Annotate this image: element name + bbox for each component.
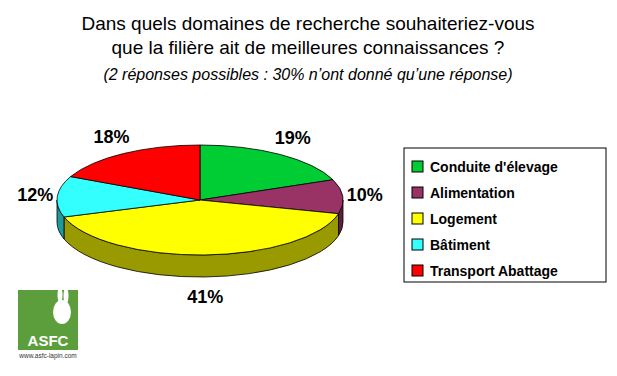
legend-label: Logement xyxy=(430,211,497,227)
legend-swatch xyxy=(412,161,423,172)
logo-text: ASFC xyxy=(28,332,69,349)
legend-box xyxy=(404,148,606,282)
title-line: Dans quels domaines de recherche souhait… xyxy=(81,13,534,34)
title-line: que la filière ait de meilleures connais… xyxy=(112,37,505,58)
logo-rabbit xyxy=(53,300,71,324)
legend-label: Transport Abattage xyxy=(430,263,558,279)
logo: ASFC www.asfc-lapin.com xyxy=(18,287,78,360)
data-label: 12% xyxy=(17,185,53,205)
logo-rabbit-ear xyxy=(58,287,63,303)
logo-url: www.asfc-lapin.com xyxy=(18,352,76,360)
data-label: 41% xyxy=(187,287,223,307)
data-label: 18% xyxy=(94,127,130,147)
chart: Dans quels domaines de recherche souhait… xyxy=(0,0,617,376)
legend: Conduite d'élevage Alimentation Logement Bâ… xyxy=(404,148,606,282)
pie xyxy=(57,145,343,277)
data-label: 10% xyxy=(347,185,383,205)
data-label: 19% xyxy=(275,128,311,148)
legend-label: Conduite d'élevage xyxy=(430,159,558,175)
legend-swatch xyxy=(412,187,423,198)
legend-swatch xyxy=(412,213,423,224)
logo-rabbit-ear xyxy=(64,288,69,304)
legend-swatch xyxy=(412,265,423,276)
logo-background xyxy=(18,290,78,350)
subtitle: (2 réponses possibles : 30% n’ont donné … xyxy=(103,66,512,83)
title: Dans quels domaines de recherche souhait… xyxy=(81,13,534,58)
slice xyxy=(71,145,200,200)
legend-label: Alimentation xyxy=(430,185,515,201)
legend-label: Bâtiment xyxy=(430,237,490,253)
legend-swatch xyxy=(412,239,423,250)
